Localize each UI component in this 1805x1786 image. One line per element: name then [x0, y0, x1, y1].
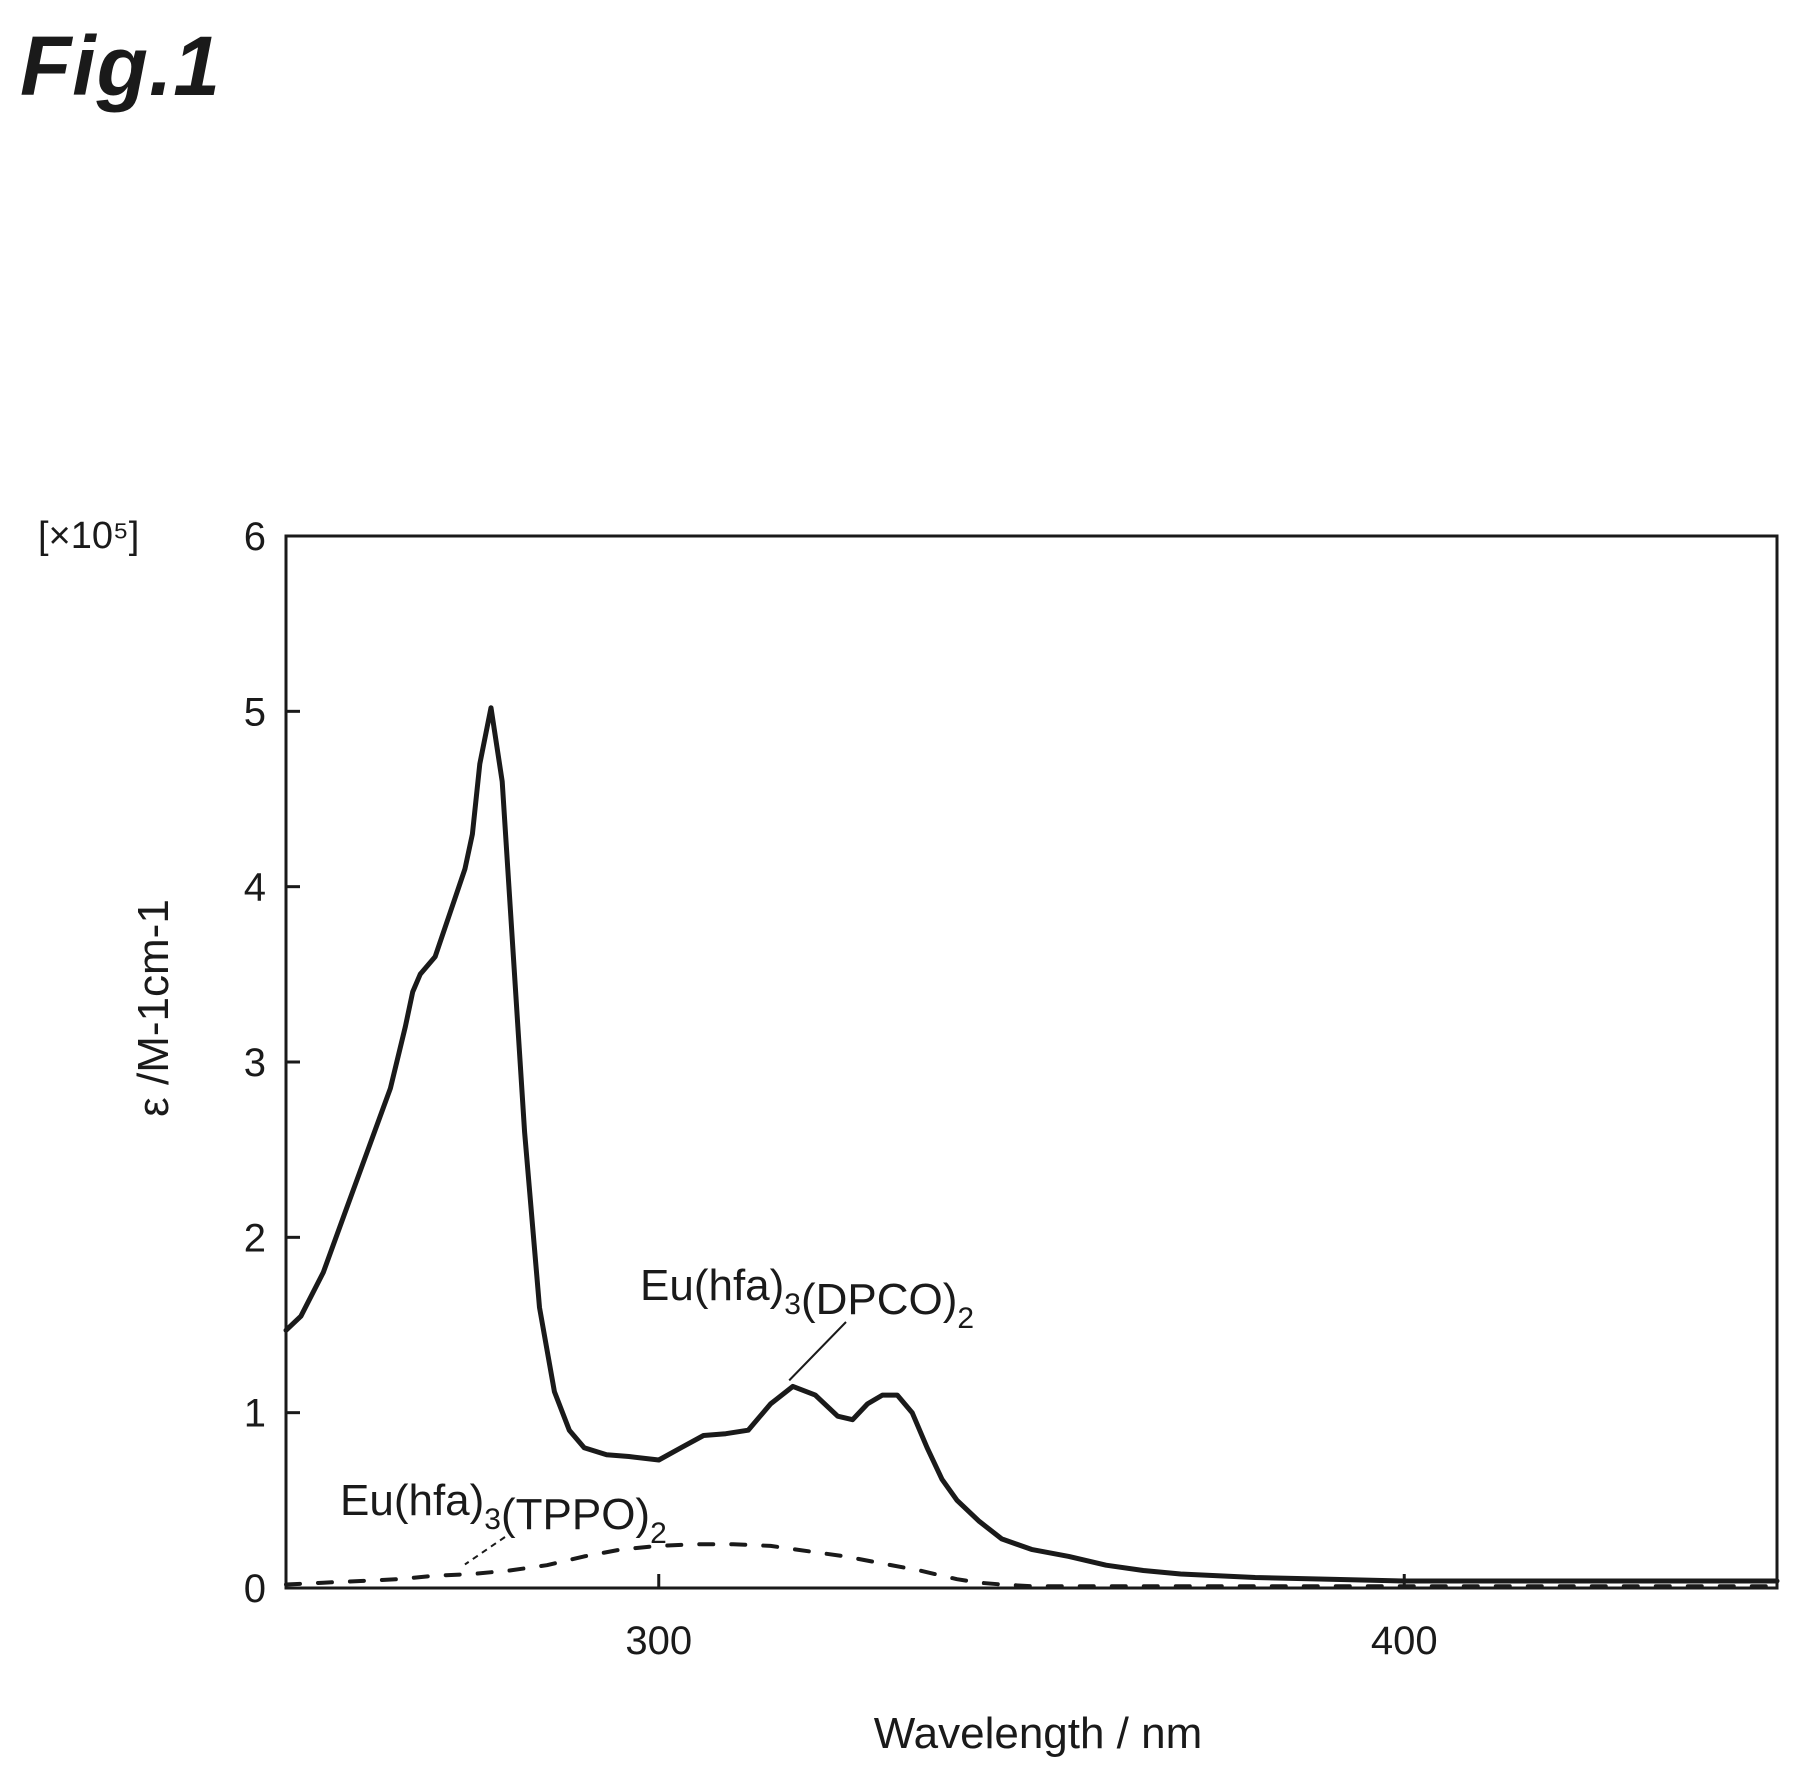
annotation-leader-line [464, 1536, 506, 1566]
y-tick-label: 0 [244, 1567, 266, 1611]
y-tick-label: 3 [244, 1041, 266, 1085]
x-tick-label: 300 [625, 1619, 692, 1663]
annotation-leader-line [788, 1321, 847, 1382]
y-tick-label: 4 [244, 866, 266, 910]
series-line-dpco [283, 705, 1780, 1584]
y-tick-label: 6 [244, 515, 266, 559]
y-axis-title: ε /M-1cm-1 [129, 899, 178, 1117]
plot-frame [284, 534, 1779, 1590]
x-axis-ticks: 300 400 [625, 1574, 1438, 1663]
x-tick-label: 400 [1371, 1619, 1438, 1663]
y-tick-label: 2 [244, 1216, 266, 1260]
annotation-label-dpco: Eu(hfa)3(DPCO)2 [640, 1261, 974, 1335]
y-tick-label: 5 [244, 690, 266, 734]
y-axis-multiplier: [×10⁵] [38, 515, 139, 557]
x-axis-title: Wavelength / nm [874, 1709, 1203, 1758]
series-line-tppo [284, 1542, 1779, 1589]
series-layer [283, 705, 1780, 1589]
annotation-label-tppo: Eu(hfa)3(TPPO)2 [340, 1476, 667, 1550]
plot-border [284, 534, 1779, 1590]
y-axis-ticks: 0 1 2 3 4 5 6 [244, 515, 300, 1611]
y-tick-label: 1 [244, 1392, 266, 1436]
figure-title: Fig.1 [20, 19, 222, 113]
annotation-layer: Eu(hfa)3(DPCO)2 Eu(hfa)3(TPPO)2 [340, 1261, 974, 1566]
